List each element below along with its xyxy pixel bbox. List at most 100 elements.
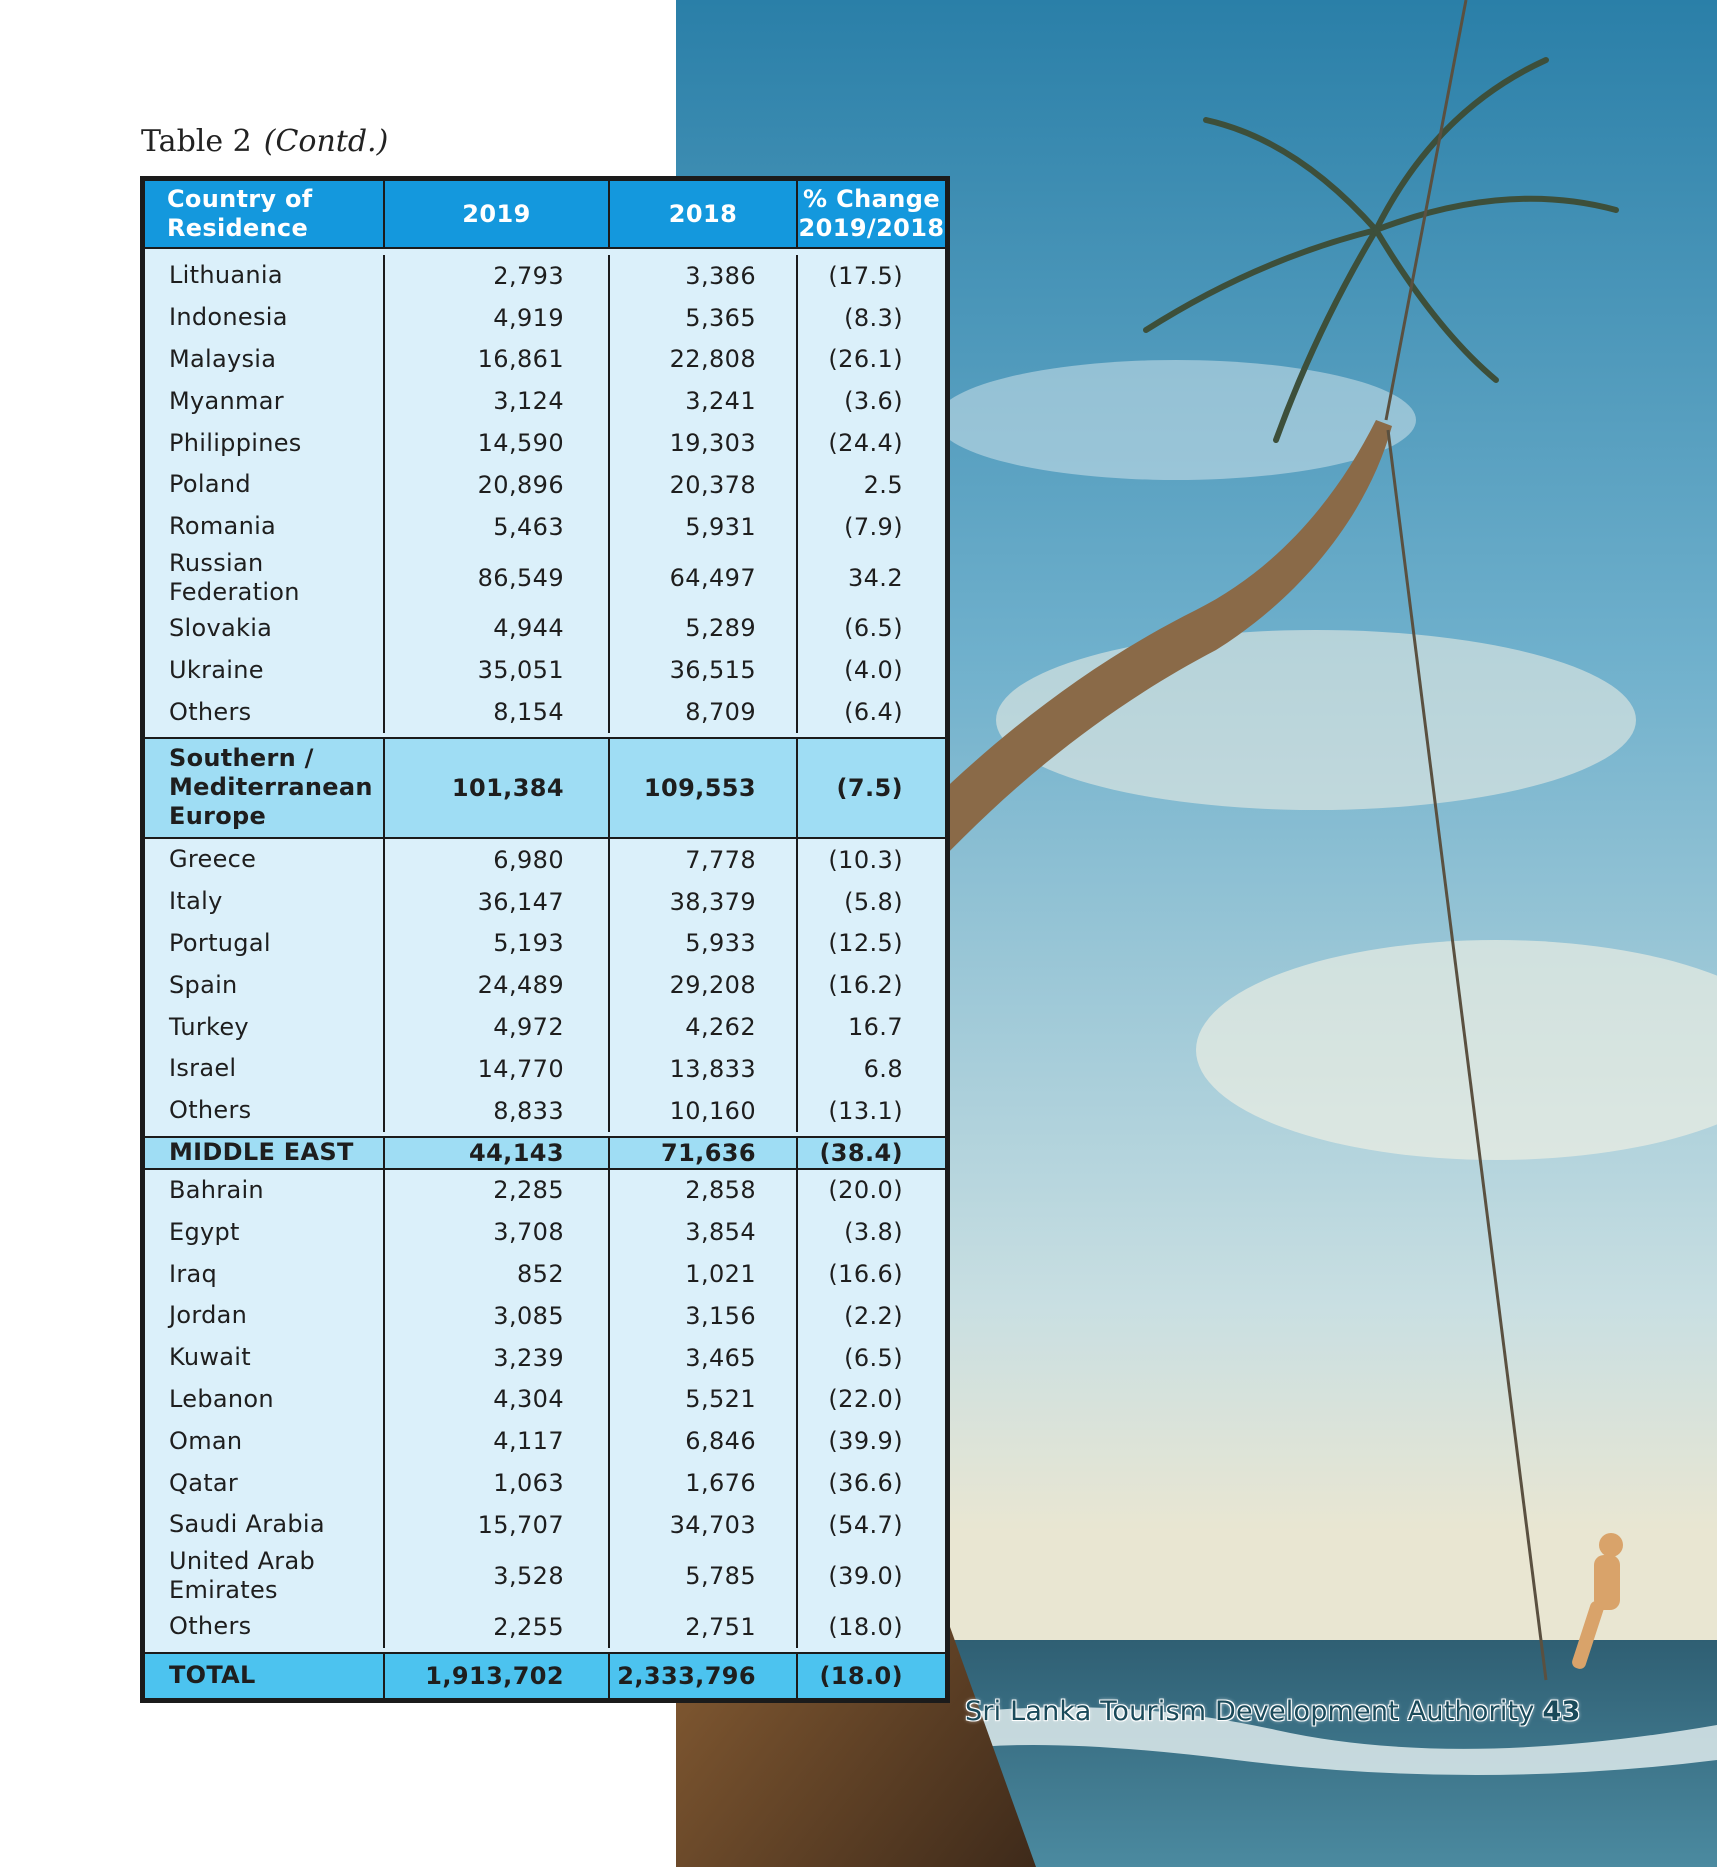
value-2019: 3,085 — [383, 1294, 608, 1337]
arrivals-table: Country of Residence 2019 2018 % Change … — [140, 176, 950, 1703]
value-2018: 71,636 — [608, 1137, 796, 1168]
group-southern-europe: Greece 6,980 7,778 (10.3) Italy 36,147 38,379… — [145, 838, 945, 1136]
value-2019: 8,154 — [383, 691, 608, 733]
value-2018: 5,521 — [608, 1378, 796, 1421]
value-2019: 86,549 — [383, 547, 608, 608]
country-name: Oman — [169, 1426, 243, 1455]
country-name: Lithuania — [169, 261, 283, 290]
pct-change: (4.0) — [796, 649, 945, 692]
table-row: Philippines 14,590 19,303 (24.4) — [145, 422, 945, 464]
country-name: Others — [169, 1612, 252, 1641]
group-eastern-europe-asia: Lithuania 2,793 3,386 (17.5) Indonesia 4,919… — [145, 249, 945, 737]
table-row: Romania 5,463 5,931 (7.9) — [145, 505, 945, 548]
table-row: Others 2,255 2,751 (18.0) — [145, 1605, 945, 1648]
value-2018: 3,854 — [608, 1211, 796, 1254]
value-2019: 2,793 — [383, 255, 608, 297]
country-name: Kuwait — [169, 1343, 251, 1372]
value-2019: 1,913,702 — [383, 1653, 608, 1698]
country-name: Myanmar — [169, 386, 284, 415]
table-row: Myanmar 3,124 3,241 (3.6) — [145, 380, 945, 423]
table-row: Lebanon 4,304 5,521 (22.0) — [145, 1378, 945, 1421]
value-2018: 34,703 — [608, 1503, 796, 1546]
value-2019: 4,972 — [383, 1006, 608, 1048]
pct-change: (7.5) — [796, 738, 945, 837]
table-row: United Arab Emirates 3,528 5,785 (39.0) — [145, 1545, 945, 1606]
caption-title: Table 2 — [141, 124, 252, 159]
value-2019: 101,384 — [383, 738, 608, 837]
value-2018: 3,386 — [608, 255, 796, 297]
country-name: United Arab Emirates — [169, 1546, 316, 1604]
pct-change: (16.6) — [796, 1253, 945, 1295]
value-2019: 15,707 — [383, 1503, 608, 1546]
subtotal-row-middle-east: MIDDLE EAST 44,143 71,636 (38.4) — [145, 1135, 945, 1170]
pct-change: (6.5) — [796, 1336, 945, 1379]
table-row: Spain 24,489 29,208 (16.2) — [145, 964, 945, 1007]
pct-change: (38.4) — [796, 1137, 945, 1168]
page-footer: Sri Lanka Tourism Development Authority 4… — [965, 1696, 1581, 1727]
value-2018: 2,333,796 — [608, 1653, 796, 1698]
pct-change: (24.4) — [796, 422, 945, 464]
country-name: Philippines — [169, 428, 302, 457]
table-row: Italy 36,147 38,379 (5.8) — [145, 880, 945, 923]
pct-change: (7.9) — [796, 505, 945, 548]
value-2019: 3,528 — [383, 1545, 608, 1606]
region-name: MIDDLE EAST — [169, 1138, 354, 1167]
group-middle-east: Bahrain 2,285 2,858 (20.0) Egypt 3,708 3,854(… — [145, 1169, 945, 1652]
value-2019: 852 — [383, 1253, 608, 1295]
country-name: Bahrain — [169, 1175, 264, 1204]
table-row: Russian Federation 86,549 64,497 34.2 — [145, 547, 945, 608]
table-row: Indonesia 4,919 5,365 (8.3) — [145, 296, 945, 339]
pct-change: (39.0) — [796, 1545, 945, 1606]
value-2019: 20,896 — [383, 463, 608, 506]
value-2018: 5,365 — [608, 296, 796, 339]
pct-change: (3.8) — [796, 1211, 945, 1254]
header-country: Country of Residence — [167, 185, 313, 242]
table-row: Portugal 5,193 5,933 (12.5) — [145, 922, 945, 965]
country-name: Malaysia — [169, 344, 277, 373]
table-row: Egypt 3,708 3,854 (3.8) — [145, 1211, 945, 1254]
country-name: Others — [169, 697, 252, 726]
caption-contd: (Contd.) — [263, 124, 389, 159]
header-2019: 2019 — [383, 181, 608, 247]
footer-org: Sri Lanka Tourism Development Authority — [965, 1696, 1535, 1727]
pct-change: (16.2) — [796, 964, 945, 1007]
table-row: Lithuania 2,793 3,386 (17.5) — [145, 249, 945, 297]
value-2019: 14,770 — [383, 1047, 608, 1090]
pct-change: (10.3) — [796, 838, 945, 881]
country-name: Israel — [169, 1054, 237, 1083]
value-2018: 5,931 — [608, 505, 796, 548]
country-name: Indonesia — [169, 303, 288, 332]
pct-change: 34.2 — [796, 547, 945, 608]
pct-change: (22.0) — [796, 1378, 945, 1421]
value-2018: 64,497 — [608, 547, 796, 608]
value-2019: 4,919 — [383, 296, 608, 339]
pct-change: (12.5) — [796, 922, 945, 965]
value-2018: 3,465 — [608, 1336, 796, 1379]
value-2018: 3,241 — [608, 380, 796, 423]
value-2018: 10,160 — [608, 1089, 796, 1132]
value-2018: 3,156 — [608, 1294, 796, 1337]
country-name: Others — [169, 1096, 252, 1125]
header-pct-line2: 2019/2018 — [798, 214, 945, 242]
pct-change: (5.8) — [796, 880, 945, 923]
value-2019: 24,489 — [383, 964, 608, 1007]
country-name: Slovakia — [169, 613, 273, 642]
value-2019: 2,285 — [383, 1169, 608, 1212]
country-name: Jordan — [169, 1301, 248, 1330]
country-name: Lebanon — [169, 1384, 274, 1413]
region-name: Southern / Mediterranean Europe — [169, 744, 373, 831]
value-2018: 20,378 — [608, 463, 796, 506]
table-row: Israel 14,770 13,833 6.8 — [145, 1047, 945, 1090]
table-caption: Table 2 (Contd.) — [141, 124, 388, 159]
value-2019: 6,980 — [383, 838, 608, 881]
value-2018: 2,858 — [608, 1169, 796, 1212]
pct-change: (39.9) — [796, 1420, 945, 1463]
value-2019: 3,239 — [383, 1336, 608, 1379]
country-name: Poland — [169, 470, 251, 499]
value-2019: 2,255 — [383, 1605, 608, 1648]
value-2018: 22,808 — [608, 338, 796, 381]
value-2018: 5,933 — [608, 922, 796, 965]
pct-change: (18.0) — [796, 1605, 945, 1648]
value-2018: 13,833 — [608, 1047, 796, 1090]
pct-change: (3.6) — [796, 380, 945, 423]
